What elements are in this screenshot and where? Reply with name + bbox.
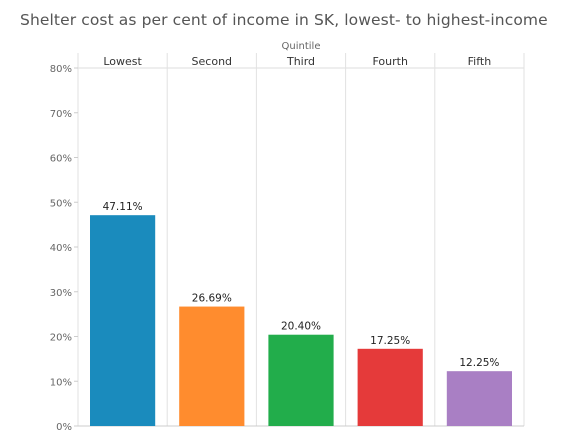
category-label: Fourth [372, 55, 407, 68]
y-tick-label: 50% [50, 198, 72, 209]
bar-third [268, 334, 334, 426]
data-label: 17.25% [370, 335, 410, 347]
category-label: Fifth [468, 55, 492, 68]
data-label: 12.25% [459, 357, 499, 369]
chart-title: Shelter cost as per cent of income in SK… [20, 11, 548, 29]
y-tick-label: 30% [50, 288, 72, 299]
y-tick-label: 0% [56, 422, 72, 433]
bar-lowest [90, 215, 156, 426]
data-label: 47.11% [103, 201, 143, 213]
x-axis-title: Quintile [282, 41, 321, 52]
y-tick-label: 60% [50, 154, 72, 165]
data-label: 26.69% [192, 293, 232, 305]
y-tick-label: 40% [50, 243, 72, 254]
category-label: Third [286, 55, 315, 68]
bar-fourth [357, 348, 423, 426]
category-label: Second [192, 55, 232, 68]
y-tick-label: 80% [50, 64, 72, 75]
y-tick-label: 10% [50, 377, 72, 388]
bar-second [179, 306, 245, 426]
y-tick-label: 70% [50, 109, 72, 120]
bar-fifth [446, 371, 512, 426]
labels-layer: Lowest 47.11% Second 26.69% Third 20.40% Fourt… [103, 55, 500, 369]
bars-layer [90, 215, 512, 426]
category-label: Lowest [103, 55, 142, 68]
data-label: 20.40% [281, 321, 321, 333]
y-tick-label: 20% [50, 333, 72, 344]
axis-layer: Quintile 0% 10% 20% 30% 40% 50% 60% 70% 80% [50, 41, 525, 433]
